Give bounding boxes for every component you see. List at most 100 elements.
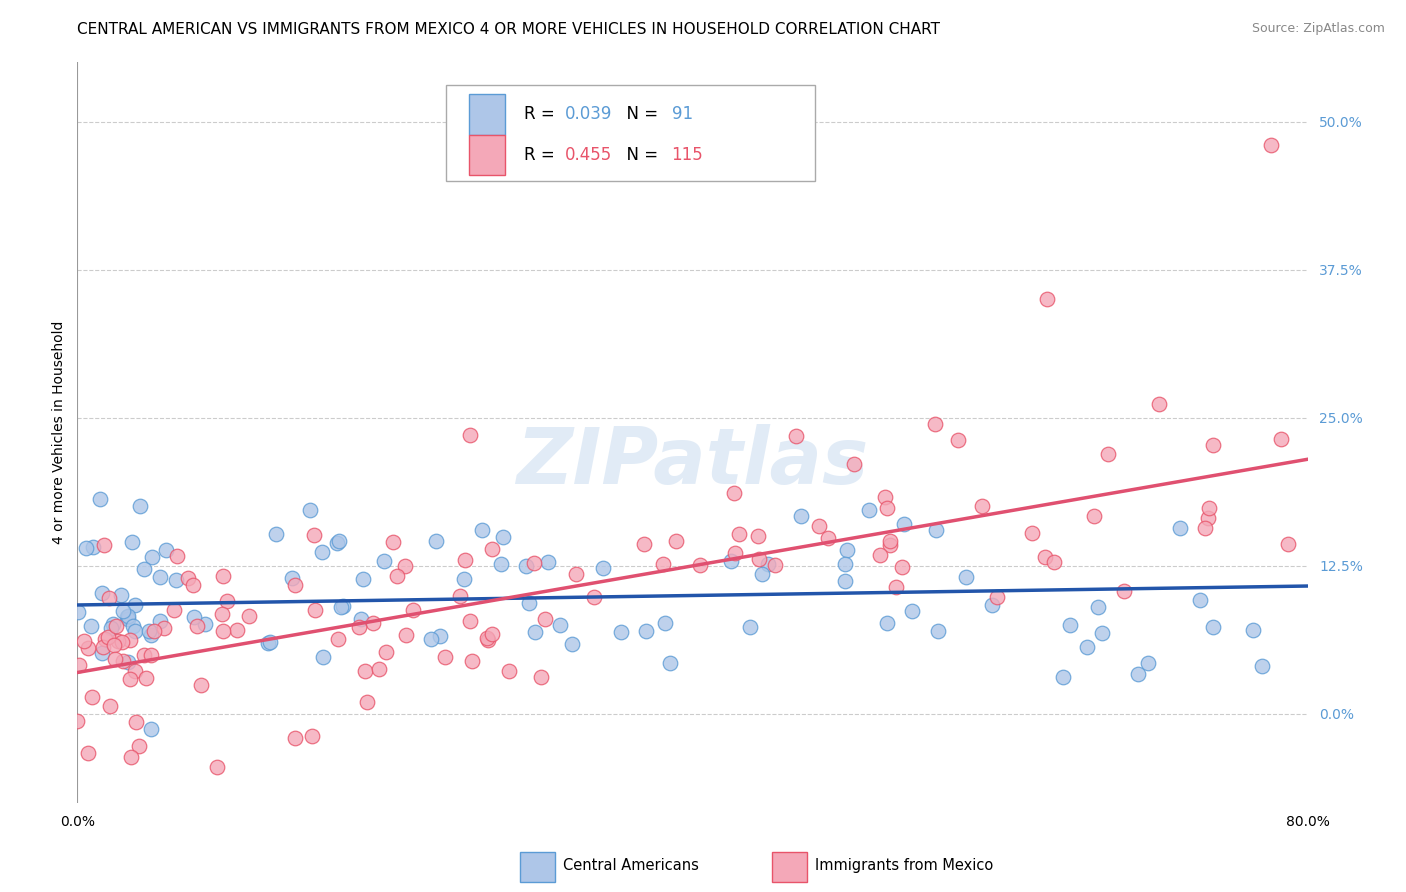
- Point: [115, 610, 138, 624]
- Text: CENTRAL AMERICAN VS IMMIGRANTS FROM MEXICO 4 OR MORE VEHICLES IN HOUSEHOLD CORRE: CENTRAL AMERICAN VS IMMIGRANTS FROM MEXI…: [77, 22, 941, 37]
- Point: [583, 590, 606, 604]
- Point: [226, 624, 249, 638]
- Point: [330, 600, 353, 615]
- Point: [844, 457, 866, 471]
- Point: [67, 658, 90, 673]
- Point: [165, 573, 187, 587]
- Point: [458, 428, 481, 442]
- Point: [1241, 624, 1264, 638]
- Point: [141, 722, 163, 736]
- Point: [1250, 659, 1272, 673]
- Point: [492, 529, 515, 543]
- Point: [259, 635, 281, 649]
- Point: [302, 527, 325, 541]
- FancyBboxPatch shape: [447, 85, 815, 181]
- Point: [211, 607, 233, 621]
- Point: [1036, 293, 1059, 307]
- Point: [186, 618, 208, 632]
- Point: [91, 585, 114, 599]
- Point: [592, 561, 614, 575]
- Text: 0.039: 0.039: [565, 105, 612, 123]
- Point: [1059, 618, 1081, 632]
- Point: [284, 578, 307, 592]
- Point: [728, 526, 751, 541]
- Point: [970, 499, 993, 513]
- Point: [1136, 656, 1159, 670]
- Point: [1202, 438, 1225, 452]
- Text: 115: 115: [672, 146, 703, 164]
- Point: [149, 570, 172, 584]
- Point: [402, 603, 425, 617]
- Point: [141, 549, 163, 564]
- Point: [124, 624, 146, 638]
- Point: [879, 534, 901, 549]
- Point: [610, 625, 633, 640]
- Point: [181, 578, 204, 592]
- Text: ZIPatlas: ZIPatlas: [516, 425, 869, 500]
- Point: [94, 632, 117, 646]
- Point: [387, 569, 409, 583]
- Point: [73, 633, 96, 648]
- Point: [128, 739, 150, 754]
- Point: [304, 602, 326, 616]
- FancyBboxPatch shape: [520, 853, 555, 882]
- Point: [155, 543, 177, 558]
- Point: [284, 731, 307, 746]
- Point: [183, 610, 205, 624]
- Point: [876, 500, 898, 515]
- Point: [353, 665, 375, 679]
- Point: [163, 603, 186, 617]
- Point: [311, 649, 333, 664]
- Point: [1277, 537, 1299, 551]
- Point: [724, 546, 747, 560]
- Point: [565, 566, 588, 581]
- Point: [817, 531, 839, 545]
- Point: [1197, 510, 1219, 524]
- Point: [350, 612, 373, 626]
- Point: [205, 760, 228, 774]
- Point: [395, 628, 418, 642]
- Point: [176, 571, 198, 585]
- Point: [807, 518, 830, 533]
- Point: [89, 492, 111, 507]
- Point: [98, 591, 121, 606]
- Point: [328, 632, 350, 646]
- Point: [149, 614, 172, 628]
- Point: [689, 558, 711, 573]
- Point: [489, 558, 512, 572]
- Point: [97, 630, 120, 644]
- Point: [256, 636, 278, 650]
- Point: [475, 631, 498, 645]
- Point: [117, 655, 139, 669]
- Point: [471, 523, 494, 537]
- Point: [217, 594, 239, 608]
- Point: [211, 569, 233, 583]
- Point: [80, 690, 103, 705]
- Point: [117, 609, 139, 624]
- Point: [90, 646, 112, 660]
- Point: [1194, 521, 1216, 535]
- Y-axis label: 4 or more Vehicles in Household: 4 or more Vehicles in Household: [52, 321, 66, 544]
- Text: Source: ZipAtlas.com: Source: ZipAtlas.com: [1251, 22, 1385, 36]
- Point: [481, 542, 503, 557]
- Point: [834, 574, 856, 588]
- Point: [143, 624, 166, 638]
- Point: [103, 617, 125, 632]
- Point: [1260, 138, 1282, 153]
- Point: [1087, 599, 1109, 614]
- Point: [434, 649, 457, 664]
- Point: [1168, 521, 1191, 535]
- Point: [332, 599, 354, 614]
- Point: [561, 636, 583, 650]
- Point: [301, 729, 323, 743]
- Point: [1091, 626, 1114, 640]
- Point: [893, 516, 915, 531]
- Point: [134, 562, 156, 576]
- Point: [141, 648, 163, 663]
- Point: [121, 534, 143, 549]
- Point: [382, 535, 405, 549]
- Point: [103, 638, 125, 652]
- Point: [76, 640, 98, 655]
- Point: [135, 671, 157, 685]
- Point: [747, 528, 769, 542]
